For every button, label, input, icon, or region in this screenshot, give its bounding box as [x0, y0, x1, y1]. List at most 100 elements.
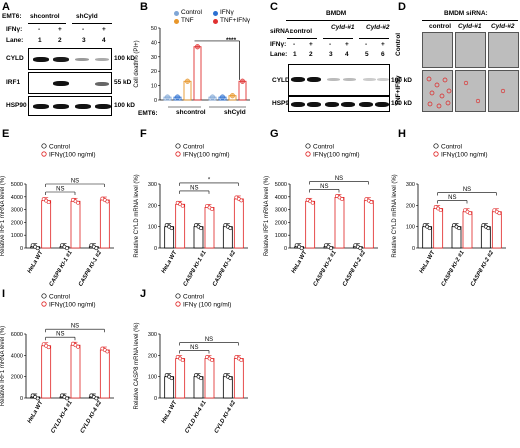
panel-f-point-1-0-2: [199, 226, 203, 231]
panel-f-point-0-0-2: [169, 226, 174, 231]
panel-b-point-0-2: [184, 78, 191, 84]
panel-d-title-line: [422, 20, 518, 21]
panel-j-category-label-2: CYLD KI-4 #2: [214, 399, 238, 434]
panel-a-cell-label: EMT6:: [2, 13, 22, 20]
panel-g-point-2-1-2: [369, 200, 374, 205]
panel-i-bar-2-1: [99, 349, 110, 399]
panel-j-bar-0-1: [175, 358, 186, 399]
panel-h-point-0-0-2: [427, 226, 432, 231]
micrograph-control-cyld2: [488, 32, 519, 68]
panel-c-group-line-1: [287, 38, 317, 39]
panel-a-ifng-2: +: [58, 26, 62, 33]
panel-e-legend-label-ifng: IFNγ(100 ng/ml): [49, 152, 96, 159]
panel-i-legend-label-control: Control: [49, 294, 71, 301]
panel-g-ylabel: Relative IRF1 mRNA level (%): [264, 176, 270, 256]
panel-g-legend-label-control: Control: [313, 144, 335, 151]
panel-f-bar-0-1: [175, 203, 186, 249]
panel-i-category-label-1: CYLD KI-4 #1: [50, 400, 73, 435]
panel-a-blot-hsp90-label: HSP90: [6, 102, 27, 109]
panel-i-point-1-1-2: [76, 344, 80, 349]
panel-f-category-label-0: HeLa WT: [161, 250, 179, 275]
panel-c-ifng-1: -: [293, 41, 296, 48]
micrograph-tnf-ifng-control: [422, 70, 453, 112]
panel-i-ytick-label-3: 6000: [11, 332, 23, 338]
panel-e-bar-0-1: [41, 200, 52, 249]
panel-j-point-0-0-2: [169, 376, 174, 381]
panel-a-group-shcyld: shCyld: [76, 13, 98, 20]
panel-j-point-1-0-2: [199, 376, 203, 381]
panel-c-title: BMDM: [326, 10, 347, 17]
panel-a-lane-1: 1: [38, 37, 42, 44]
panel-e-point-1-1-2: [76, 200, 80, 205]
panel-j-category-label-1: CYLD KI-4 #1: [184, 400, 207, 435]
legend-label-tnf: TNF: [181, 17, 194, 24]
panel-b-bar-0-3: [193, 46, 202, 101]
panel-j-ylabel: Relative CASP8 mRNA level (%): [134, 322, 140, 409]
legend-marker-ifng: [213, 11, 218, 16]
panel-c-blot-hsp90: [288, 96, 390, 112]
panel-h-legend-label-control: Control: [441, 144, 463, 151]
panel-c-sirna-control: control: [290, 28, 313, 35]
panel-h-bar-1-1: [462, 211, 473, 249]
panel-i-bar-1-1: [70, 344, 81, 399]
panel-e-ytick-label-4: 4000: [11, 195, 23, 201]
panel-c-lane-5: 5: [365, 51, 369, 58]
panel-f-category-label-2: CASP8 KI-1 #2: [212, 249, 238, 287]
panel-f-ytick-label-1: 100: [148, 225, 157, 231]
panel-a-blot-irf1: [28, 72, 112, 94]
panel-label-e: E: [2, 128, 10, 140]
panel-b-ytick-label-0: 0: [154, 98, 157, 104]
panel-a-marker-2: 55 kD: [114, 79, 132, 86]
panel-b-point-0-1: [174, 94, 181, 100]
panel-label-f: F: [140, 128, 147, 140]
panel-h-point-2-1-2: [497, 211, 502, 216]
panel-i-point-1-0-2: [65, 396, 69, 401]
panel-c-ifng-3: -: [329, 41, 332, 48]
legend-marker-tnf: [174, 19, 179, 24]
panel-h-legend-label-ifng: IFNγ(100 ng/ml): [441, 152, 488, 159]
panel-f-point-2-1-2: [239, 198, 244, 203]
panel-a-lane-2: 2: [58, 37, 62, 44]
panel-j-ytick-label-3: 300: [148, 332, 157, 338]
panel-i-ytick-label-1: 2000: [11, 375, 23, 381]
panel-e-legend-label-control: Control: [49, 144, 71, 151]
panel-i-point-2-1-2: [105, 349, 110, 354]
panel-b-point-1-3: [239, 78, 246, 84]
panel-g-point-2-0-2: [358, 246, 363, 251]
panel-c-lane-label: Lane:: [270, 51, 288, 58]
panel-h-point-1-1-2: [468, 211, 472, 216]
panel-i-category-label-2: CYLD KI-4 #2: [80, 399, 104, 434]
panel-c-blot-hsp90-label: HSP90: [272, 100, 293, 107]
panel-c-sirna-cyld1: Cyld-#1: [331, 24, 355, 31]
panel-j-point-1-1-2: [210, 358, 214, 362]
panel-f-bar-2-1: [233, 198, 244, 249]
panel-i-ytick-label-0: 0: [20, 396, 23, 402]
panel-h-category-label-1: CASP8 KI-2 #1: [441, 250, 466, 288]
panel-label-h: H: [398, 128, 406, 140]
panel-a-group-shcontrol: shcontrol: [30, 13, 60, 20]
panel-c-blot-cyld-label: CYLD: [272, 77, 290, 84]
panel-b-group-label-2: shCyld: [224, 109, 246, 116]
panel-label-i: I: [2, 288, 6, 300]
panel-j-category-label-0: HeLa WT: [161, 400, 179, 425]
panel-h-point-2-0-2: [486, 226, 491, 231]
panel-a-blot-cyld-label: CYLD: [6, 55, 24, 62]
panel-g-ytick-label-0: 0: [284, 246, 287, 252]
panel-g-legend-marker-ifng: [305, 151, 311, 157]
panel-f-legend-label-ifng: IFNγ(100 ng/ml): [183, 152, 230, 159]
legend-marker-control: [174, 11, 179, 16]
panel-j-point-2-1-2: [239, 358, 244, 362]
panel-h-annotation-1: NS: [448, 195, 456, 201]
panel-i-ylabel: Relative IRF1 mRNA level (%): [0, 326, 6, 406]
panel-f-point-1-1-2: [210, 207, 214, 211]
panel-d-col-cyld1: Cyld-#1: [458, 23, 482, 30]
panel-g-legend-marker-control: [305, 143, 311, 149]
panel-j-ytick-label-1: 100: [148, 375, 157, 381]
panel-c-lane-4: 4: [345, 51, 349, 58]
panel-g-bar-0-1: [305, 200, 316, 249]
panel-e-legend-marker-ifng: [41, 151, 47, 157]
panel-h-point-1-0-2: [457, 226, 461, 231]
panel-c-lane-3: 3: [329, 51, 333, 58]
panel-c-lane-1: 1: [293, 51, 297, 58]
panel-g-ytick-label-5: 5000: [275, 182, 287, 188]
